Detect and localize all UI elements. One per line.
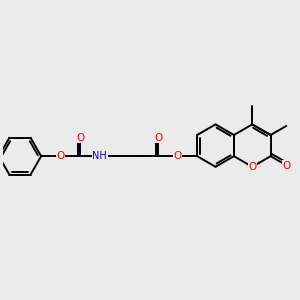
Text: O: O bbox=[56, 151, 65, 161]
Text: O: O bbox=[283, 160, 291, 170]
Text: NH: NH bbox=[92, 151, 107, 161]
Text: O: O bbox=[248, 162, 256, 172]
Text: O: O bbox=[154, 133, 162, 142]
Text: O: O bbox=[174, 151, 182, 161]
Text: O: O bbox=[248, 162, 256, 172]
Text: O: O bbox=[76, 133, 84, 142]
Text: O: O bbox=[283, 160, 291, 170]
